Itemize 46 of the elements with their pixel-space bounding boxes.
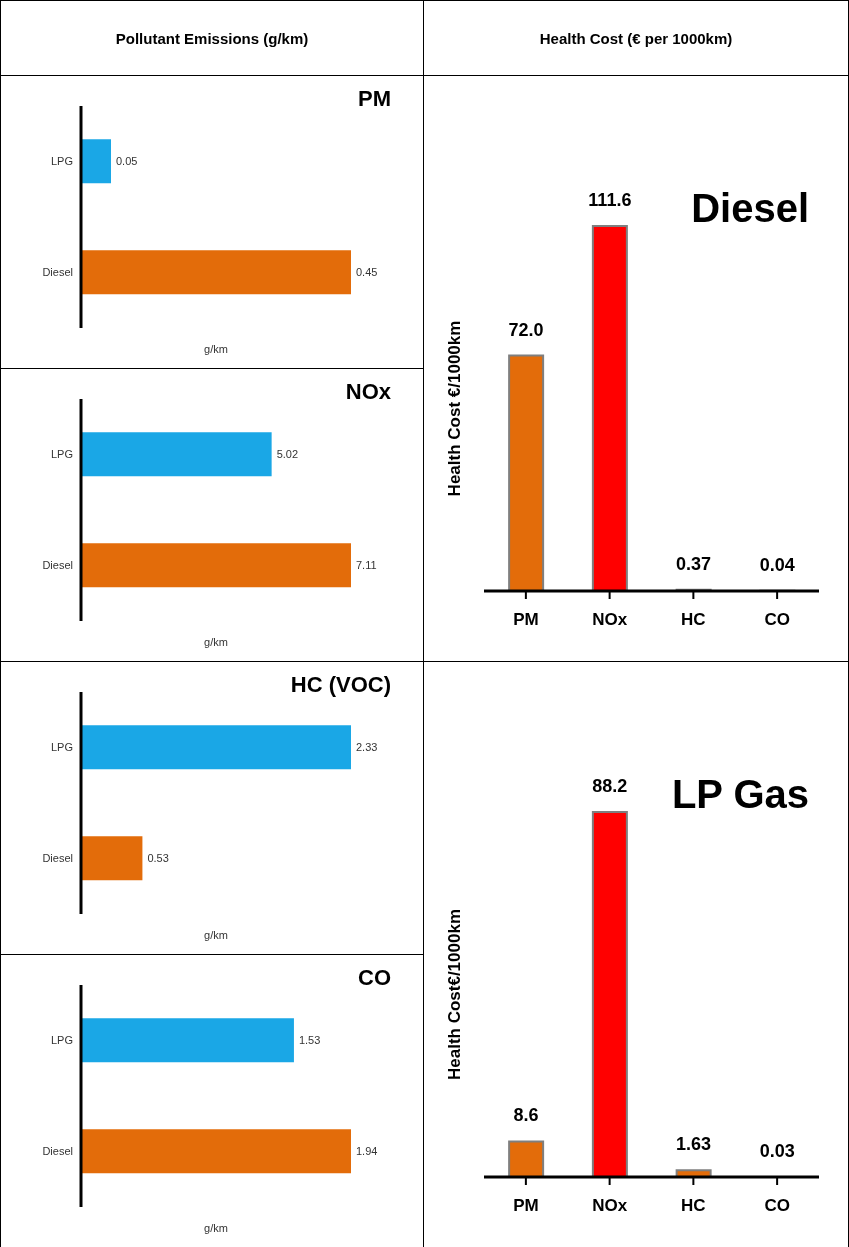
y-tick-label: LPG bbox=[50, 741, 73, 754]
data-label: 5.02 bbox=[276, 448, 299, 461]
y-axis-title: Health Cost€/1000km bbox=[445, 908, 465, 1081]
data-label: 0.04 bbox=[759, 554, 795, 575]
x-tick-label: CO bbox=[764, 610, 790, 630]
data-label: 1.53 bbox=[298, 1034, 321, 1047]
y-tick-label: LPG bbox=[50, 1034, 73, 1047]
x-tick-label: HC bbox=[681, 610, 706, 630]
x-axis-title: g/km bbox=[204, 343, 228, 355]
data-label: 1.63 bbox=[676, 1134, 712, 1155]
data-label: 7.11 bbox=[356, 559, 377, 572]
text: Pollutant Emissions (g/km) bbox=[114, 29, 310, 47]
y-tick-label: Diesel bbox=[42, 559, 73, 572]
y-tick-label: Diesel bbox=[42, 266, 73, 279]
data-label: 111.6 bbox=[588, 190, 632, 210]
chart-title: NOx bbox=[345, 379, 391, 405]
chart-title: LP Gas bbox=[671, 772, 809, 817]
x-axis-title: g/km bbox=[204, 929, 228, 941]
y-axis-title: Health Cost €/1000km bbox=[445, 320, 465, 497]
x-axis-title: g/km bbox=[204, 636, 228, 648]
text: Health Cost (€ per 1000km) bbox=[538, 29, 734, 47]
data-label: 1.94 bbox=[356, 1145, 378, 1158]
x-tick-label: NOx bbox=[592, 1196, 628, 1216]
data-label: 0.45 bbox=[356, 266, 378, 279]
chart-title: PM bbox=[358, 86, 391, 112]
x-tick-label: CO bbox=[764, 1196, 790, 1216]
y-tick-label: LPG bbox=[50, 448, 73, 461]
data-label: 0.03 bbox=[759, 1140, 795, 1161]
x-tick-label: PM bbox=[513, 1196, 539, 1216]
y-tick-label: Diesel bbox=[42, 852, 73, 865]
x-tick-label: HC bbox=[681, 1196, 706, 1216]
y-tick-label: LPG bbox=[50, 155, 73, 168]
data-label: 88.2 bbox=[592, 776, 628, 796]
x-tick-label: NOx bbox=[592, 610, 628, 630]
x-tick-label: PM bbox=[513, 610, 539, 630]
chart-title: HC (VOC) bbox=[290, 672, 391, 698]
data-label: 0.53 bbox=[147, 852, 169, 865]
chart-title: Diesel bbox=[691, 186, 809, 231]
data-label: 0.05 bbox=[116, 155, 138, 168]
chart-title: CO bbox=[358, 965, 391, 991]
data-label: 72.0 bbox=[508, 319, 544, 340]
data-label: 2.33 bbox=[356, 741, 378, 754]
data-label: 0.37 bbox=[676, 553, 712, 574]
x-axis-title: g/km bbox=[204, 1222, 228, 1234]
data-label: 8.6 bbox=[513, 1105, 539, 1126]
y-tick-label: Diesel bbox=[42, 1145, 73, 1158]
